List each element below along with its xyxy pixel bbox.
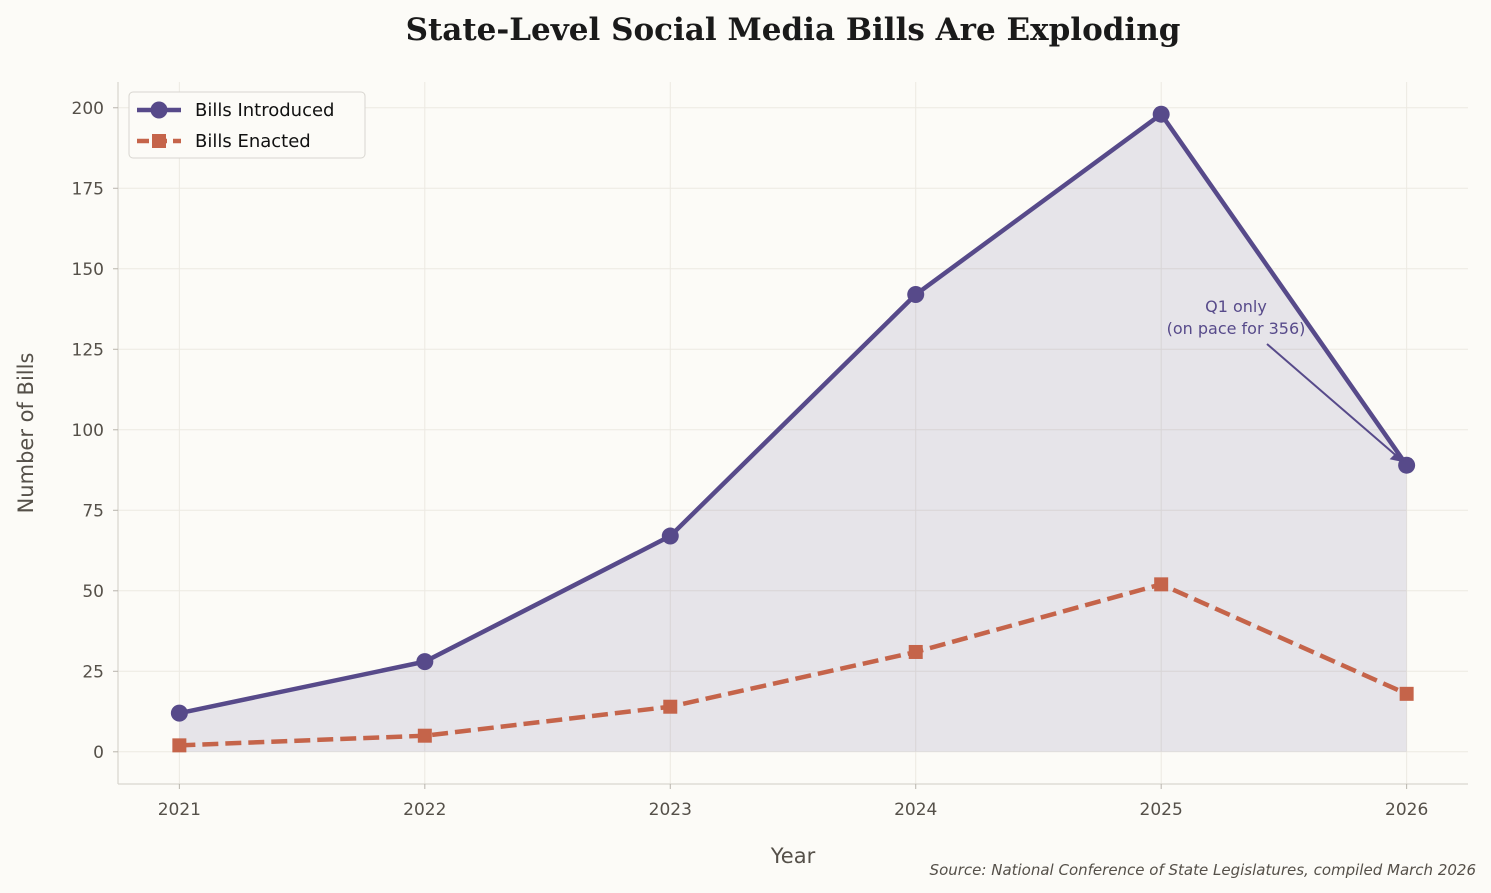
- enacted-point: [417, 728, 432, 743]
- annotation-line-1: Q1 only: [1205, 297, 1267, 316]
- legend-box: [128, 91, 366, 159]
- y-tick-label: 75: [82, 501, 104, 521]
- y-tick-label: 100: [72, 421, 104, 441]
- y-tick-label: 150: [72, 260, 104, 280]
- legend-label-enacted: Bills Enacted: [195, 131, 311, 152]
- introduced-point: [170, 704, 188, 722]
- y-tick-label: 50: [82, 582, 104, 602]
- y-tick-label: 125: [72, 340, 104, 360]
- enacted-point: [663, 699, 678, 714]
- y-tick-label: 200: [72, 99, 104, 119]
- x-tick-label: 2023: [649, 800, 692, 820]
- introduced-point: [1152, 105, 1170, 123]
- legend-label-introduced: Bills Introduced: [195, 100, 334, 121]
- y-tick-label: 0: [93, 743, 104, 763]
- x-tick-label: 2025: [1140, 800, 1183, 820]
- source-note: Source: National Conference of State Leg…: [930, 861, 1476, 879]
- annotation: Q1 only (on pace for 356): [1167, 297, 1404, 463]
- introduced-line: [178, 111, 1409, 716]
- introduced-point: [416, 653, 434, 671]
- chart-title: State-Level Social Media Bills Are Explo…: [406, 12, 1181, 48]
- legend-marker-enacted: [152, 134, 166, 148]
- introduced-area: [179, 114, 1407, 752]
- ticks: 2021 2022 2023 2024 2025 2026 0 25 50 75 100 125 150…: [72, 99, 1429, 820]
- enacted-line: [179, 582, 1408, 748]
- annotation-line-2: (on pace for 356): [1167, 319, 1306, 338]
- axes: [117, 82, 1468, 785]
- x-axis-label: Year: [770, 844, 816, 868]
- introduced-point: [661, 527, 679, 545]
- y-axis-label: Number of Bills: [14, 353, 38, 514]
- annotation-arrow: [1266, 343, 1404, 462]
- x-tick-label: 2021: [158, 800, 201, 820]
- annotation-arrowhead: [1389, 452, 1404, 463]
- x-tick-label: 2026: [1385, 800, 1428, 820]
- grid: [118, 82, 1468, 784]
- enacted-point: [1399, 686, 1414, 701]
- area-fill: [179, 114, 1407, 752]
- y-tick-label: 175: [72, 179, 104, 199]
- enacted-point: [172, 738, 187, 753]
- legend-marker-introduced: [150, 101, 168, 119]
- x-tick-label: 2022: [403, 800, 446, 820]
- x-tick-label: 2024: [894, 800, 937, 820]
- enacted-point: [1154, 577, 1169, 592]
- series: [170, 105, 1416, 753]
- legend: Bills Introduced Bills Enacted: [128, 91, 366, 159]
- y-tick-label: 25: [82, 662, 104, 682]
- introduced-point: [907, 286, 925, 304]
- enacted-point: [908, 644, 923, 659]
